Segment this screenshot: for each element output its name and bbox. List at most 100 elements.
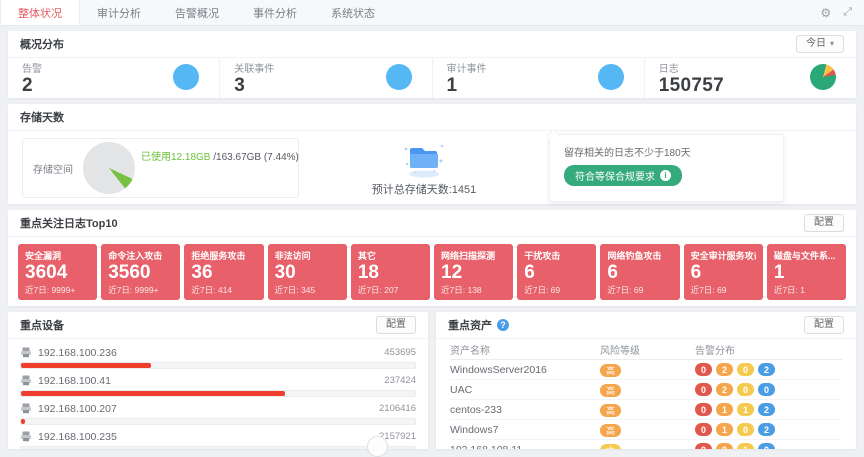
period-dropdown[interactable]: 今日 ▾ <box>795 35 844 53</box>
stat-text: 审计事件 1 <box>447 60 487 95</box>
device-row-2: 192.168.100.207 2106416 <box>20 401 416 425</box>
log-card-0[interactable]: 安全漏洞 3604 近7日: 9999+ <box>18 244 98 300</box>
log-card-value: 3604 <box>25 262 68 283</box>
tab-item-0[interactable]: 整体状况 <box>0 0 80 25</box>
log-card-recent: 近7日: 69 <box>607 284 644 295</box>
log-card-recent: 近7日: 9999+ <box>25 284 76 295</box>
key-devices-config-button[interactable]: 配置 <box>376 316 416 334</box>
asset-row-3[interactable]: Windows7 高 0 1 0 2 <box>450 420 842 440</box>
info-icon: i <box>660 170 671 181</box>
log-card-5[interactable]: 网络扫描探测 12 近7日: 138 <box>434 244 514 300</box>
tabbar-actions: ⚙ ⤢ <box>820 0 864 25</box>
period-label: 今日 <box>805 38 826 49</box>
alarm-count-badge: 1 <box>737 443 754 449</box>
log-card-name: 拒绝服务攻击 <box>191 251 246 261</box>
gear-icon[interactable]: ⚙ <box>820 5 832 20</box>
asset-row-4[interactable]: 192.168.108.11中0010 <box>450 440 842 449</box>
log-card-name: 网络钓鱼攻击 <box>607 251 662 261</box>
blue-circle-icon <box>385 64 412 90</box>
estimated-storage-days: 预计总存储天数:1451 <box>371 184 477 196</box>
tab-item-2[interactable]: 告警概况 <box>175 7 219 20</box>
device-bar-track <box>20 362 416 369</box>
stat-value: 2 <box>22 74 33 96</box>
asset-name: Windows7 <box>450 423 499 436</box>
log-card-4[interactable]: 其它 18 近7日: 207 <box>350 244 431 300</box>
fullscreen-icon[interactable]: ⤢ <box>843 6 852 18</box>
log-card-1[interactable]: 命令注入攻击 3560 近7日: 9999+ <box>101 244 181 300</box>
assets-column-header-2: 告警分布 <box>695 345 735 357</box>
compliance-note-text: 留存相关的日志不少于180天 <box>564 148 691 159</box>
device-icon <box>21 431 31 442</box>
blue-circle-icon <box>173 64 200 90</box>
log-card-7[interactable]: 网络钓鱼攻击 6 近7日: 69 <box>600 244 680 300</box>
alarm-count-badge: 0 <box>716 443 733 449</box>
log-card-3[interactable]: 非法访问 30 近7日: 345 <box>267 244 347 300</box>
storage-space-label: 存储空间 <box>33 164 73 176</box>
compliance-badge[interactable]: 符合等保合规要求 i <box>564 165 682 186</box>
device-ip-text: 192.168.100.236 <box>38 346 117 359</box>
stat-0: 告警 2 <box>8 58 221 98</box>
help-icon[interactable]: ? <box>497 319 509 331</box>
asset-row-0[interactable]: WindowsServer2016 高 0 2 0 2 <box>450 360 842 380</box>
stat-3: 日志 150757 <box>645 58 856 98</box>
log-card-value: 1 <box>773 262 785 283</box>
log-card-6[interactable]: 干扰攻击 6 近7日: 69 <box>517 244 597 300</box>
storage-usage-pie-chart <box>83 142 135 194</box>
storage-space-card: 存储空间 已使用12.18GB /163.67GB (7.44%) <box>22 138 299 198</box>
stats-row: 告警 2 关联事件 3 审计事件 1 日志 150757 <box>8 58 856 98</box>
tab-item-3[interactable]: 事件分析 <box>253 7 297 20</box>
log-card-recent: 近7日: 9999+ <box>108 284 159 295</box>
storage-days-block: 预计总存储天数:1451 <box>299 139 549 197</box>
log-card-9[interactable]: 磁盘与文件系... 1 近7日: 1 <box>766 244 847 300</box>
key-devices-panel: 重点设备 配置 192.168.100.236 453695 192.168.100… <box>8 312 428 449</box>
log-card-name: 磁盘与文件系... <box>773 251 836 261</box>
alarm-count-badge: 0 <box>758 443 775 449</box>
alarm-count-badge: 0 <box>737 363 754 376</box>
stat-label: 关联事件 <box>234 63 275 75</box>
device-ip[interactable]: 192.168.100.235 <box>20 431 117 443</box>
alarm-count-badge: 0 <box>737 423 754 436</box>
device-bar-fill <box>21 419 25 424</box>
assets-column-header-0: 资产名称 <box>450 345 490 357</box>
risk-level-badge: 高 <box>600 363 621 377</box>
device-row-1: 192.168.100.41 237424 <box>20 373 416 397</box>
device-icon <box>21 403 31 414</box>
device-count: 453695 <box>384 347 416 358</box>
asset-risk-cell: 高 <box>600 401 695 419</box>
alarm-count-badge: 2 <box>758 423 775 436</box>
alarm-count-badge: 2 <box>758 403 775 416</box>
compliance-badge-label: 符合等保合规要求 <box>575 172 655 183</box>
device-ip[interactable]: 192.168.100.207 <box>20 403 117 415</box>
alarm-distribution: 0010 <box>695 443 842 449</box>
top-logs-config-button[interactable]: 配置 <box>804 214 844 232</box>
log-card-2[interactable]: 拒绝服务攻击 36 近7日: 414 <box>184 244 264 300</box>
asset-row-1[interactable]: UAC 高 0 2 0 0 <box>450 380 842 400</box>
stat-value: 1 <box>446 74 458 96</box>
log-card-recent: 近7日: 1 <box>773 284 806 295</box>
tab-item-4[interactable]: 系统状态 <box>331 7 375 20</box>
assets-table-header: 资产名称 风险等级 告警分布 <box>450 339 842 360</box>
log-card-recent: 近7日: 345 <box>274 284 316 295</box>
stat-label: 告警 <box>22 63 42 75</box>
log-card-value: 6 <box>607 262 618 283</box>
log-card-8[interactable]: 安全审计服务攻击 6 近7日: 69 <box>683 244 763 300</box>
asset-row-2[interactable]: centos-233 高 0 1 1 2 <box>450 400 842 420</box>
log-card-name: 网络扫描探测 <box>441 251 496 261</box>
blue-circle-icon <box>597 64 624 90</box>
device-count: 2106416 <box>379 403 416 414</box>
device-list: 192.168.100.236 453695 192.168.100.41 23742… <box>8 339 428 449</box>
key-assets-config-button[interactable]: 配置 <box>804 316 844 334</box>
log-card-recent: 近7日: 69 <box>690 284 727 295</box>
alarm-count-badge: 1 <box>737 403 754 416</box>
device-ip[interactable]: 192.168.100.41 <box>20 375 111 387</box>
storage-total-value: /163.67GB (7.44%) <box>210 152 299 163</box>
device-ip-text: 192.168.100.207 <box>38 402 117 415</box>
log-cards-row: 安全漏洞 3604 近7日: 9999+ 命令注入攻击 3560 近7日: 9999+ 拒绝… <box>8 237 856 309</box>
storage-panel: 存储天数 存储空间 已使用12.18GB /163.67GB (7.44%) 预… <box>8 104 856 204</box>
device-ip[interactable]: 192.168.100.236 <box>20 347 117 359</box>
asset-name: centos-233 <box>450 403 502 416</box>
device-icon <box>21 375 31 386</box>
tab-item-1[interactable]: 审计分析 <box>97 7 141 20</box>
storage-title: 存储天数 <box>20 112 64 124</box>
